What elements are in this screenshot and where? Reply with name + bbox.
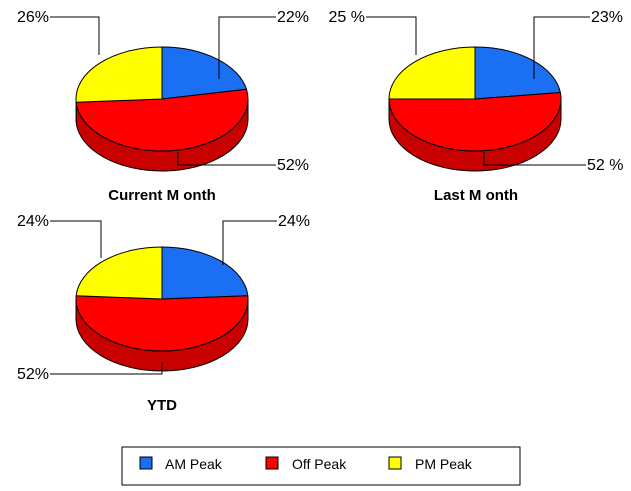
- leader-line-pm-peak: [366, 16, 417, 55]
- pie-title-current-month: Current M onth: [108, 187, 215, 204]
- pct-label-pm-peak: 25 %: [329, 9, 365, 26]
- pie-slice-pm-peak: [75, 46, 163, 103]
- leader-lines-ytd: [50, 220, 277, 375]
- legend-swatch-pm-peak: [388, 456, 402, 470]
- leader-line-off-peak: [177, 152, 276, 166]
- legend-swatch-am-peak: [139, 456, 153, 470]
- pct-label-am-peak: 23%: [591, 9, 623, 26]
- pie-chart-last-month: 23% 25 % 52 % Last M onth: [329, 9, 624, 204]
- pie-slice-off-peak: [75, 295, 249, 352]
- pie-slice-off-peak: [388, 91, 562, 152]
- pie-slice-pm-peak: [75, 246, 163, 300]
- leader-line-off-peak: [483, 152, 586, 166]
- legend-box: [121, 446, 521, 486]
- pie-slice-am-peak: [161, 46, 247, 100]
- pct-label-pm-peak: 26%: [17, 9, 49, 26]
- pie-chart-ytd: 24% 24% 52% YTD: [17, 213, 310, 414]
- pie-body-current-month: [75, 46, 249, 172]
- leader-line-pm-peak: [50, 16, 100, 55]
- pct-label-am-peak: 22%: [277, 9, 309, 26]
- pie-body-ytd: [75, 246, 249, 372]
- pie-title-ytd: YTD: [147, 397, 177, 414]
- legend-label-pm-peak: PM Peak: [415, 456, 473, 472]
- legend-label-am-peak: AM Peak: [165, 456, 223, 472]
- leader-line-am-peak: [222, 220, 277, 265]
- leader-lines-last-month: [366, 16, 590, 166]
- pie-slice-pm-peak: [388, 46, 476, 100]
- leader-line-am-peak: [218, 16, 276, 79]
- pie-body-last-month: [388, 46, 562, 172]
- pie-title-last-month: Last M onth: [434, 187, 518, 204]
- pct-label-pm-peak: 24%: [17, 213, 49, 230]
- pct-label-off-peak: 52%: [277, 157, 309, 174]
- pie-chart-current-month: 22% 26% 52% Current M onth: [17, 9, 309, 204]
- pct-label-off-peak: 52%: [17, 366, 49, 383]
- leader-line-off-peak: [50, 362, 163, 375]
- pct-label-off-peak: 52 %: [587, 157, 623, 174]
- leader-line-am-peak: [533, 16, 590, 79]
- legend-label-off-peak: Off Peak: [292, 456, 347, 472]
- pie-slice-am-peak: [474, 46, 561, 100]
- pie-slice-am-peak: [161, 246, 249, 300]
- legend-swatch-off-peak: [265, 456, 279, 470]
- pct-label-am-peak: 24%: [278, 213, 310, 230]
- leader-line-pm-peak: [50, 220, 102, 258]
- pie-slice-off-peak: [75, 88, 249, 152]
- leader-lines-current-month: [50, 16, 276, 166]
- legend: AM Peak Off Peak PM Peak: [121, 446, 521, 486]
